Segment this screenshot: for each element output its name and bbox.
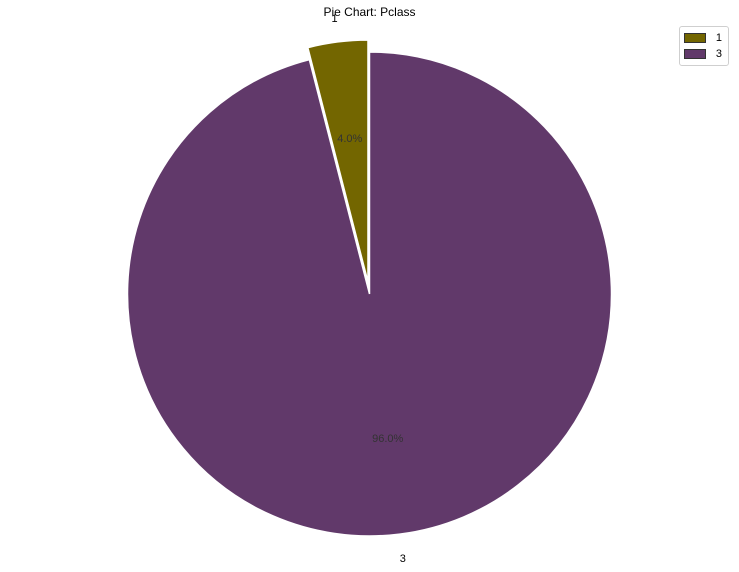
legend-label-3: 3 [715, 48, 722, 60]
chart-title: Pie Chart: Pclass [323, 5, 416, 19]
pie-category-label-3: 3 [400, 553, 406, 565]
legend-swatch-1 [683, 33, 706, 43]
pie-slice-3 [126, 51, 613, 537]
pie-category-label-1: 1 [332, 13, 338, 25]
pie-slice-1 [306, 39, 369, 283]
legend: 1 3 [678, 26, 729, 66]
legend-swatch-3 [683, 49, 706, 59]
legend-item-3: 3 [683, 46, 722, 62]
legend-item-1: 1 [683, 30, 722, 46]
legend-label-1: 1 [715, 32, 722, 44]
pie-percent-label-1: 4.0% [337, 133, 362, 145]
pie-percent-label-3: 96.0% [372, 433, 403, 445]
